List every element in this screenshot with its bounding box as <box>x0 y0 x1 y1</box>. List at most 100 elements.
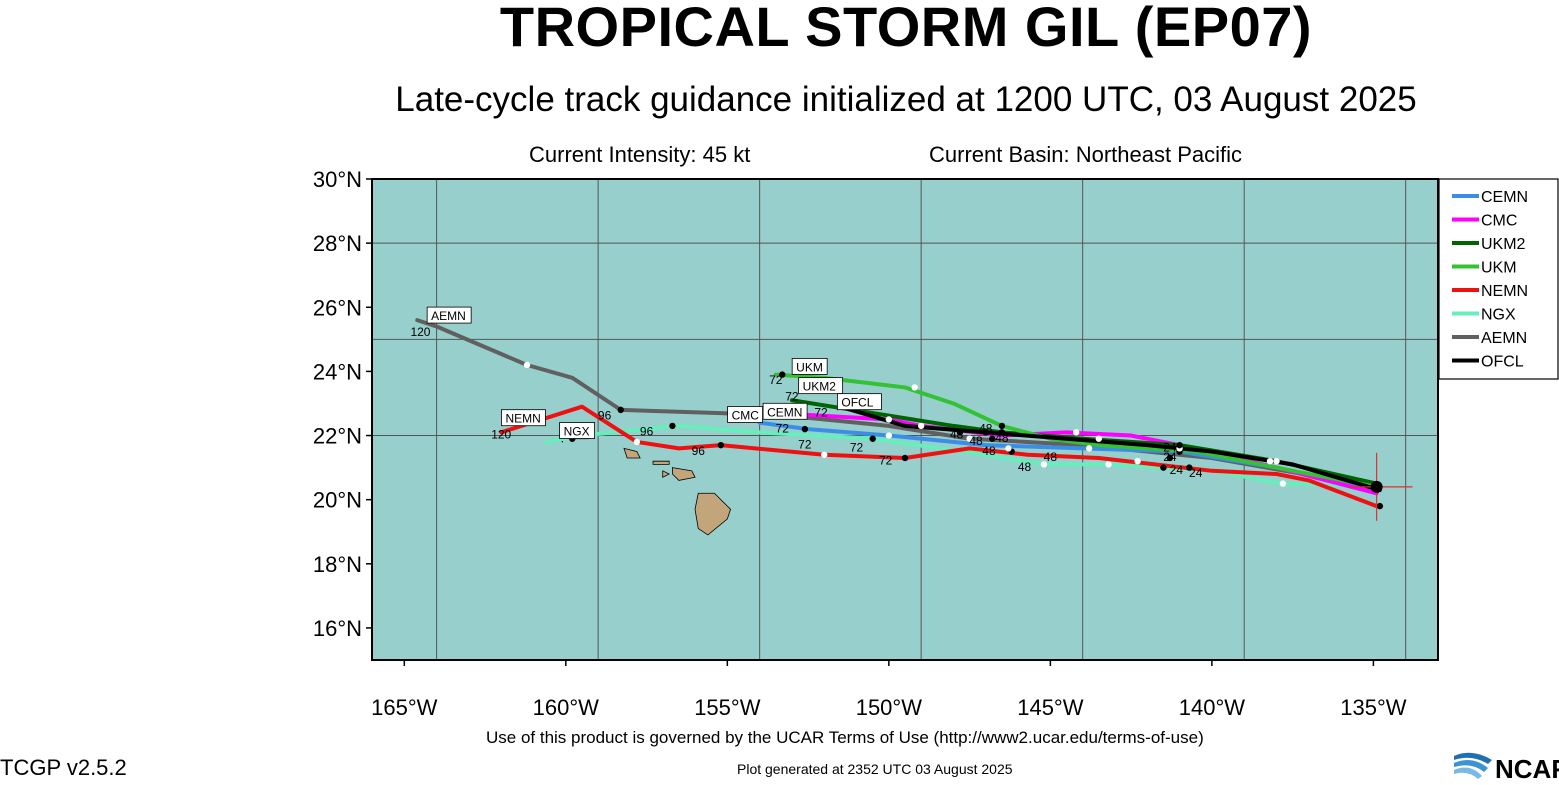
track-point-ukm2 <box>956 429 964 436</box>
lon-tick-label: 135°W <box>1340 695 1407 720</box>
lat-tick-label: 20°N <box>313 488 362 513</box>
forecast-hour-label: 24 <box>1170 463 1184 477</box>
plot-generated-time: Plot generated at 2352 UTC 03 August 202… <box>737 761 1013 777</box>
track-ukm <box>773 372 1379 489</box>
island-oahu <box>623 447 641 459</box>
track-point-nemn <box>1134 457 1141 465</box>
track-point-nemn <box>821 451 828 458</box>
track-point-nemn <box>901 454 909 462</box>
map-frame <box>371 178 1439 661</box>
storm-center-marker <box>1370 480 1383 493</box>
track-tag-label: NEMN <box>505 412 540 426</box>
island-lanai <box>662 470 671 478</box>
current-intensity: Current Intensity: 45 kt <box>529 142 751 167</box>
forecast-hour-label: 24 <box>1163 450 1177 464</box>
forecast-hour-label: 120 <box>410 325 430 339</box>
track-point-nemn <box>1186 464 1193 471</box>
forecast-hour-label: 48 <box>995 431 1009 445</box>
current-basin: Current Basin: Northeast Pacific <box>929 142 1243 167</box>
track-point-cemn <box>801 425 809 433</box>
forecast-hour-label: 72 <box>785 389 799 403</box>
forecast-hour-label: 48 <box>979 421 993 435</box>
track-tag-label: UKM2 <box>803 380 837 394</box>
track-point-ukm <box>911 384 918 391</box>
track-tag-box <box>501 409 546 427</box>
forecast-hour-label: 48 <box>950 428 964 442</box>
forecast-hour-label: 48 <box>982 444 996 458</box>
terms-of-use: Use of this product is governed by the U… <box>486 728 1204 747</box>
version-label: TCGP v2.5.2 <box>0 755 127 780</box>
track-tag-label: CEMN <box>767 405 802 419</box>
track-tag-box <box>762 402 808 420</box>
legend-label-cemn: CEMN <box>1481 189 1528 206</box>
forecast-hour-label: 48 <box>1044 450 1058 464</box>
track-point-ukm <box>998 422 1006 430</box>
map-title: TROPICAL STORM GIL (EP07) <box>499 0 1313 58</box>
track-point-ngx <box>1279 480 1287 487</box>
forecast-hour-label: 72 <box>769 373 783 387</box>
track-tag-box <box>836 393 882 411</box>
track-point-cmc <box>1273 457 1280 465</box>
track-point-ngx <box>1160 464 1167 471</box>
track-point-ofcl <box>1376 502 1384 510</box>
track-point-cemn <box>885 432 893 439</box>
forecast-hour-label: 72 <box>776 421 790 435</box>
island-big-island <box>694 492 732 536</box>
lon-tick-label: 140°W <box>1179 695 1246 720</box>
track-point-ukm2 <box>1176 441 1183 449</box>
track-tag-box <box>791 357 828 375</box>
forecast-hour-label: 72 <box>879 453 893 467</box>
lat-tick-label: 28°N <box>313 231 362 256</box>
legend-label-ngx: NGX <box>1481 307 1516 324</box>
track-point-cmc <box>885 416 893 423</box>
lat-tick-label: 30°N <box>313 167 362 192</box>
track-tag-label: UKM <box>796 360 823 374</box>
map-subtitle: Late-cycle track guidance initialized at… <box>395 80 1417 119</box>
forecast-hour-label: 96 <box>640 425 654 439</box>
legend-label-nemn: NEMN <box>1481 283 1528 300</box>
forecast-hour-label: 48 <box>1018 460 1032 474</box>
track-point-aemn <box>966 435 973 442</box>
island-molokai <box>652 460 670 465</box>
lat-tick-label: 16°N <box>313 616 362 641</box>
legend-label-aemn: AEMN <box>1481 330 1527 347</box>
ncar-logo-text: NCAR <box>1495 754 1559 784</box>
track-nemn <box>499 404 1379 509</box>
track-point-ukm2 <box>998 429 1006 436</box>
lon-tick-label: 145°W <box>1017 695 1084 720</box>
lon-tick-label: 150°W <box>856 695 923 720</box>
track-point-cmc <box>1095 435 1103 442</box>
track-tag-label: CMC <box>732 409 760 423</box>
track-point-cmc <box>989 435 996 442</box>
legend-label-ofcl: OFCL <box>1481 354 1524 371</box>
track-point-ngx <box>1040 461 1048 468</box>
track-point-aemn <box>617 406 624 414</box>
forecast-hour-label: 48 <box>969 434 983 448</box>
track-tag-label: AEMN <box>431 309 466 323</box>
forecast-hour-label: 24 <box>1163 441 1177 455</box>
track-tag-box <box>798 377 844 395</box>
forecast-hour-label: 72 <box>798 437 812 451</box>
forecast-hour-label: 120 <box>491 428 511 442</box>
track-point-ngx <box>869 435 876 442</box>
lon-tick-label: 160°W <box>533 695 600 720</box>
lat-tick-label: 22°N <box>313 424 362 449</box>
forecast-hour-label: 24 <box>1189 466 1203 480</box>
forecast-hour-label: 72 <box>814 405 828 419</box>
track-point-ngx <box>1105 461 1112 468</box>
track-point-ukm <box>779 371 786 378</box>
legend-box <box>1438 178 1559 380</box>
track-point-cmc <box>917 422 925 430</box>
island-maui <box>672 467 696 481</box>
track-point-ngx <box>669 422 676 430</box>
track-point-ofcl <box>982 429 989 436</box>
track-point-ukm <box>1085 445 1093 452</box>
legend-label-ukm2: UKM2 <box>1481 236 1526 253</box>
legend-label-cmc: CMC <box>1481 213 1517 230</box>
track-point-cemn <box>1266 457 1274 465</box>
track-tag-box <box>727 406 763 423</box>
lon-tick-label: 165°W <box>371 695 438 720</box>
lon-tick-label: 155°W <box>694 695 761 720</box>
track-point-nemn <box>633 438 641 446</box>
